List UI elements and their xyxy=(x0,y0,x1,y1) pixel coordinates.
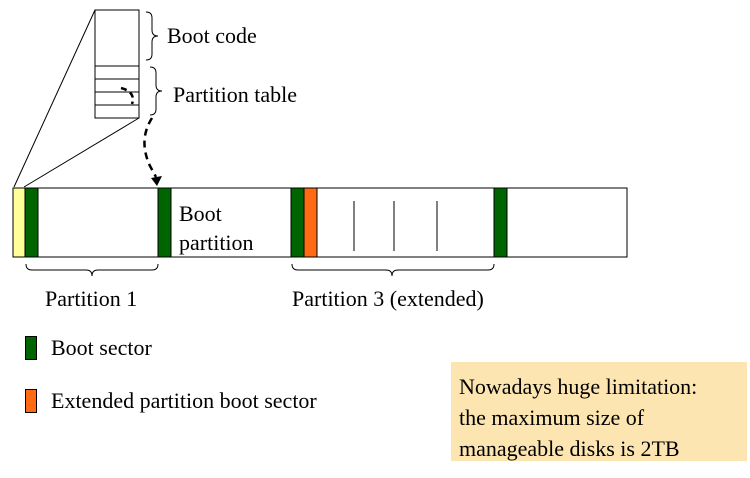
disk-bar xyxy=(12,187,628,258)
partition3-label: Partition 3 (extended) xyxy=(292,286,484,311)
zoom-line-right xyxy=(23,117,140,188)
note-line-1: Nowadays huge limitation: xyxy=(459,374,698,399)
boot-partition-label: Boot partition xyxy=(179,201,254,255)
pointer-arrowhead xyxy=(151,176,162,186)
partition4-boot-sector xyxy=(493,187,508,258)
mbr-sector xyxy=(12,187,26,258)
partition3-brace xyxy=(291,263,495,277)
extended-boot-sector xyxy=(303,187,318,258)
pointer-dashed-start xyxy=(120,86,135,105)
pointer-dashed-arrow xyxy=(143,117,158,178)
partition2-boot-sector xyxy=(157,187,172,258)
partition1-label: Partition 1 xyxy=(45,286,138,311)
partition-table-label: Partition table xyxy=(173,82,298,107)
extended-boot-sector-swatch xyxy=(25,389,37,413)
boot-code-label: Boot code xyxy=(167,23,257,48)
partition1-brace xyxy=(25,263,159,277)
note-line-3: manageable disks is 2TB xyxy=(459,436,680,461)
mbr-detail-box xyxy=(94,9,140,119)
boot-sector-swatch xyxy=(25,336,37,360)
boot-code-brace xyxy=(145,11,159,61)
note-line-2: the maximum size of xyxy=(459,405,645,430)
partition3-boot-sector xyxy=(290,187,305,258)
extended-boot-sector-legend-label: Extended partition boot sector xyxy=(51,388,317,413)
partition1-boot-sector xyxy=(24,187,39,258)
boot-sector-legend-label: Boot sector xyxy=(51,335,152,360)
partition-table-brace xyxy=(149,66,163,116)
limitation-note: Nowadays huge limitation: the maximum si… xyxy=(451,362,747,461)
zoom-line-left xyxy=(13,9,96,188)
